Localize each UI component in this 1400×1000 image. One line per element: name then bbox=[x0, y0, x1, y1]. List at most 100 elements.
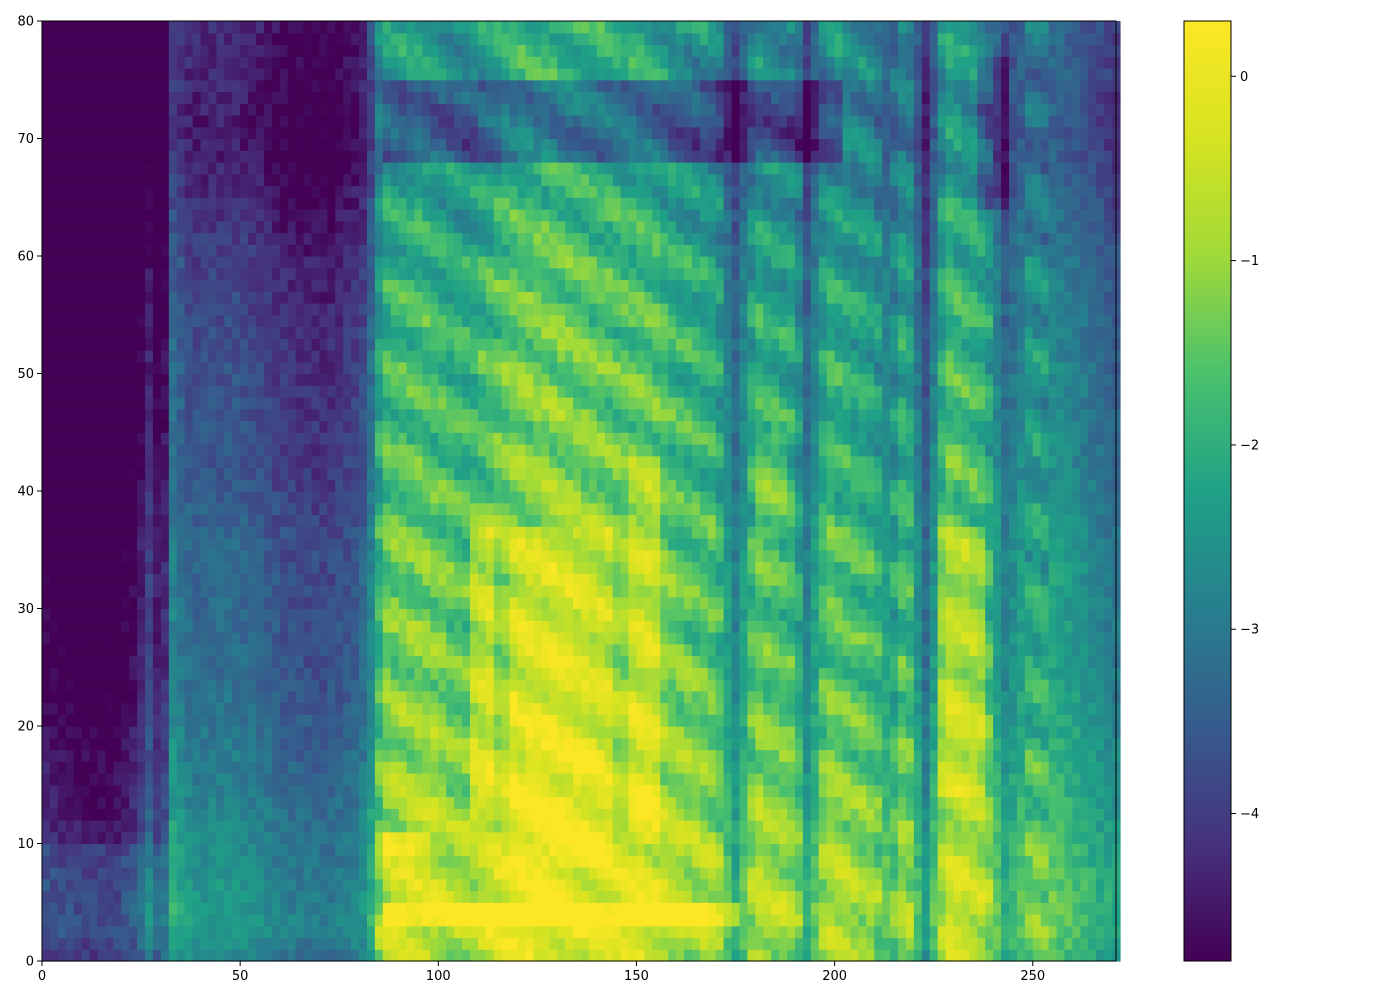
heatmap-cell bbox=[485, 56, 495, 69]
heatmap-cell bbox=[121, 397, 130, 410]
heatmap-cell bbox=[65, 244, 75, 257]
heatmap-cell bbox=[327, 338, 336, 351]
heatmap-cell bbox=[493, 467, 503, 480]
heatmap-cell bbox=[97, 21, 107, 34]
heatmap-cell bbox=[390, 561, 400, 574]
heatmap-cell bbox=[359, 878, 368, 892]
heatmap-cell bbox=[287, 408, 297, 422]
heatmap-cell bbox=[374, 878, 384, 892]
heatmap-cell bbox=[319, 714, 328, 727]
heatmap-cell bbox=[129, 585, 138, 598]
heatmap-cell bbox=[525, 937, 535, 950]
heatmap-cell bbox=[319, 21, 328, 34]
heatmap-cell bbox=[374, 314, 384, 328]
heatmap-cell bbox=[454, 843, 463, 856]
heatmap-cell bbox=[366, 655, 376, 668]
heatmap-cell bbox=[406, 267, 416, 281]
heatmap-cell bbox=[485, 232, 495, 245]
heatmap-cell bbox=[73, 890, 83, 903]
heatmap-cell bbox=[351, 773, 360, 786]
heatmap-cell bbox=[493, 350, 503, 363]
heatmap-cell bbox=[216, 491, 225, 504]
heatmap-cell bbox=[232, 314, 241, 328]
heatmap-cell bbox=[517, 420, 527, 433]
heatmap-cell bbox=[485, 608, 495, 621]
heatmap-cell bbox=[295, 890, 305, 903]
heatmap-cell bbox=[200, 185, 210, 198]
heatmap-cell bbox=[232, 702, 241, 715]
heatmap-cell bbox=[359, 573, 368, 586]
heatmap-cell bbox=[311, 338, 321, 351]
heatmap-cell bbox=[446, 209, 455, 222]
heatmap-cell bbox=[240, 162, 249, 175]
heatmap-cell bbox=[263, 420, 273, 433]
heatmap-cell bbox=[192, 326, 202, 339]
heatmap-cell bbox=[477, 843, 487, 856]
heatmap-cell bbox=[422, 56, 431, 69]
heatmap-cell bbox=[533, 914, 542, 927]
heatmap-cell bbox=[248, 138, 257, 151]
heatmap-cell bbox=[160, 385, 170, 398]
heatmap-cell bbox=[113, 68, 122, 81]
heatmap-cell bbox=[509, 303, 519, 316]
heatmap-cell bbox=[216, 632, 225, 645]
heatmap-cell bbox=[137, 256, 146, 269]
heatmap-cell bbox=[382, 632, 392, 645]
heatmap-cell bbox=[49, 843, 59, 856]
heatmap-cell bbox=[335, 432, 344, 445]
heatmap-cell bbox=[168, 502, 178, 516]
heatmap-cell bbox=[184, 185, 194, 198]
heatmap-cell bbox=[176, 350, 186, 363]
heatmap-cell bbox=[263, 115, 273, 128]
heatmap-cell bbox=[454, 643, 463, 657]
heatmap-cell bbox=[470, 608, 479, 621]
heatmap-cell bbox=[113, 796, 122, 809]
heatmap-cell bbox=[422, 573, 431, 586]
heatmap-cell bbox=[359, 420, 368, 433]
heatmap-cell bbox=[152, 573, 162, 586]
heatmap-cell bbox=[248, 91, 257, 104]
heatmap-cell bbox=[517, 197, 527, 210]
heatmap-cell bbox=[398, 878, 408, 892]
heatmap-cell bbox=[327, 209, 336, 222]
heatmap-cell bbox=[184, 855, 194, 868]
heatmap-cell bbox=[145, 761, 154, 774]
heatmap-cell bbox=[240, 350, 249, 363]
heatmap-cell bbox=[97, 902, 107, 915]
heatmap-cell bbox=[303, 808, 313, 821]
heatmap-cell bbox=[517, 867, 527, 880]
heatmap-cell bbox=[42, 585, 51, 598]
heatmap-cell bbox=[256, 220, 265, 234]
heatmap-cell bbox=[509, 115, 519, 128]
heatmap-cell bbox=[263, 314, 273, 328]
heatmap-cell bbox=[287, 749, 297, 762]
heatmap-cell bbox=[152, 103, 162, 116]
heatmap-cell bbox=[311, 21, 321, 34]
heatmap-cell bbox=[470, 890, 479, 903]
heatmap-cell bbox=[390, 256, 400, 269]
heatmap-cell bbox=[184, 726, 194, 739]
heatmap-cell bbox=[501, 350, 511, 363]
heatmap-cell bbox=[366, 314, 376, 328]
heatmap-cell bbox=[351, 538, 360, 551]
heatmap-cell bbox=[335, 514, 344, 527]
heatmap-cell bbox=[311, 291, 321, 304]
heatmap-cell bbox=[105, 350, 114, 363]
heatmap-cell bbox=[168, 573, 178, 586]
heatmap-cell bbox=[271, 491, 281, 504]
heatmap-cell bbox=[406, 796, 416, 809]
heatmap-cell bbox=[343, 44, 352, 57]
heatmap-cell bbox=[89, 632, 99, 645]
heatmap-cell bbox=[311, 173, 321, 187]
heatmap-cell bbox=[65, 138, 75, 151]
heatmap-cell bbox=[89, 820, 99, 833]
heatmap-cell bbox=[493, 514, 503, 527]
heatmap-cell bbox=[145, 667, 154, 680]
heatmap-cell bbox=[42, 150, 51, 163]
heatmap-cell bbox=[42, 878, 51, 892]
heatmap-cell bbox=[176, 632, 186, 645]
heatmap-cell bbox=[359, 784, 368, 798]
heatmap-cell bbox=[335, 408, 344, 422]
heatmap-cell bbox=[145, 79, 154, 93]
heatmap-cell bbox=[184, 68, 194, 81]
